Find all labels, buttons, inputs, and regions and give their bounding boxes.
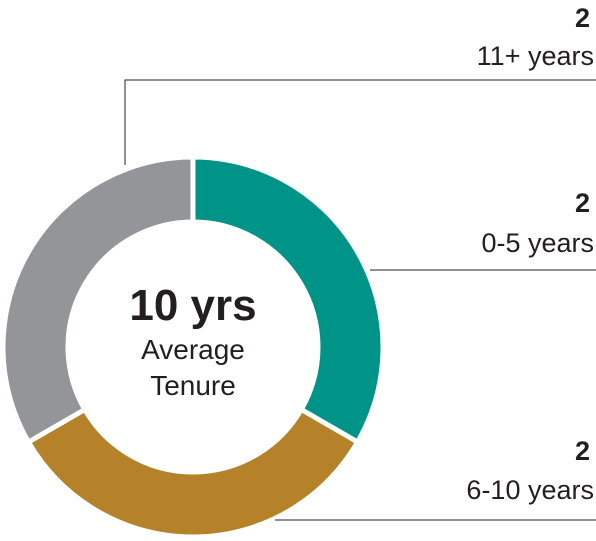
- category-label: 6-10 years: [466, 475, 594, 505]
- donut-segment: [190, 154, 386, 446]
- donut-segment: [25, 406, 361, 540]
- value-label: 2: [575, 3, 590, 33]
- category-label: 11+ years: [477, 41, 594, 71]
- leader-line: [124, 79, 596, 165]
- center-text: 10 yrs Average Tenure: [118, 280, 268, 404]
- category-label: 0-5 years: [481, 228, 594, 258]
- center-label: 10 yrs: [129, 281, 257, 330]
- value-label: 2: [575, 188, 590, 218]
- center-sublabel: Average Tenure: [141, 334, 245, 401]
- value-label: 2: [575, 436, 590, 466]
- donut-segment: [0, 154, 196, 446]
